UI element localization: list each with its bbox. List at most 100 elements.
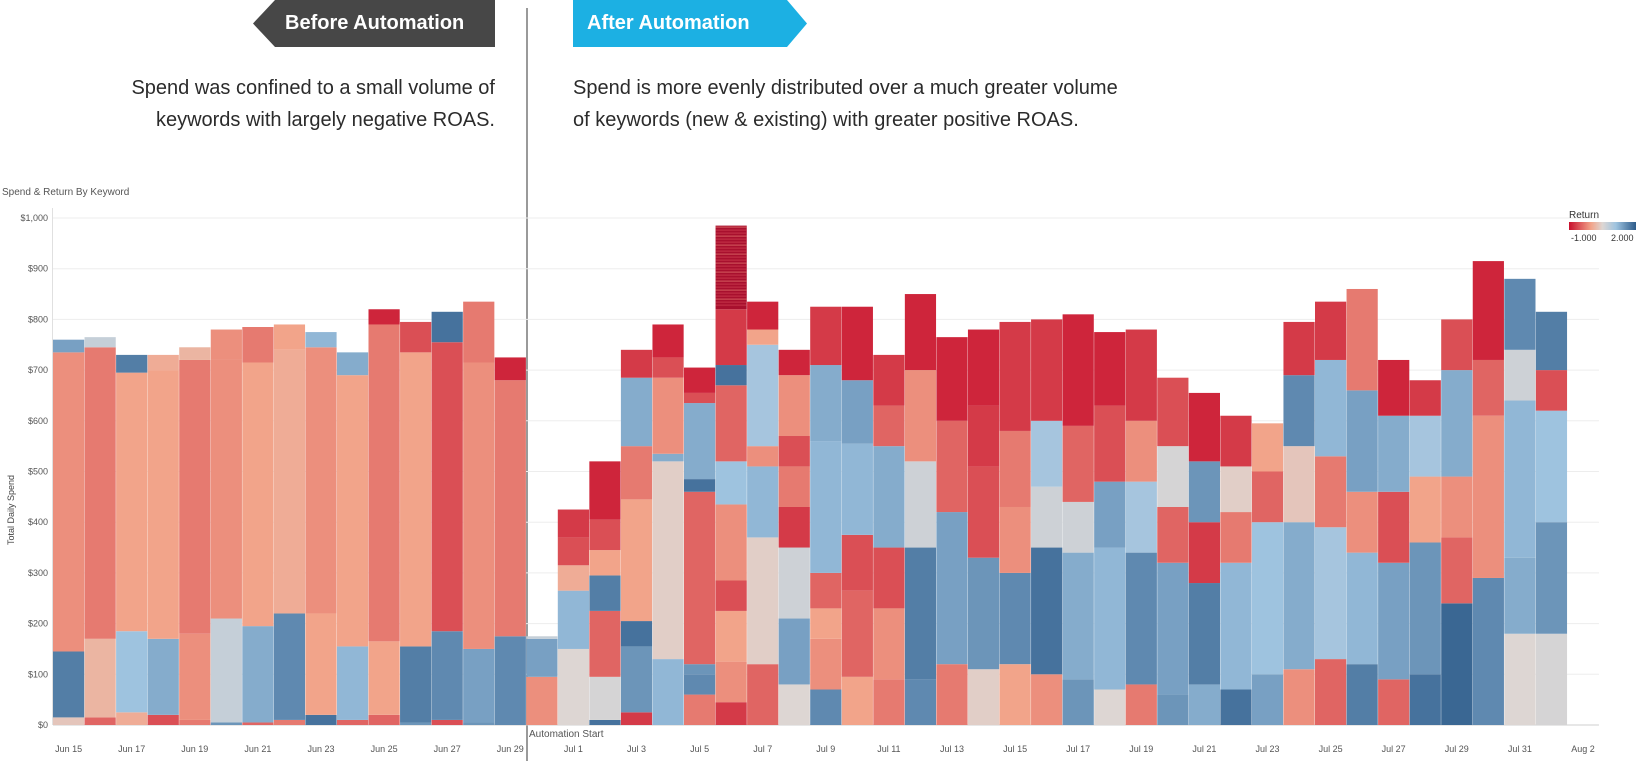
y-tick-label: $900: [28, 264, 48, 274]
stacked-bars: [53, 225, 1568, 725]
bar-stack-jul-24: [1283, 321, 1315, 725]
bar-segment: [747, 301, 779, 330]
bar-segment: [116, 372, 148, 632]
after-description-line-1: Spend is more evenly distributed over a …: [573, 77, 1118, 99]
automation-start-annotation: Automation Start: [529, 729, 604, 740]
bar-segment: [747, 466, 779, 538]
bar-segment: [999, 321, 1031, 431]
bar-segment: [715, 385, 747, 462]
bar-segment: [1188, 684, 1220, 725]
bar-stack-jul-21: [1188, 392, 1220, 725]
bar-segment: [1188, 461, 1220, 523]
bar-segment: [526, 636, 558, 639]
bar-segment: [1472, 359, 1504, 416]
bar-stack-jul-20: [1157, 377, 1189, 725]
x-tick-label: Jul 19: [1129, 744, 1153, 754]
bar-segment: [1062, 425, 1094, 502]
bar-segment: [936, 512, 968, 665]
bar-segment: [810, 689, 842, 725]
before-description: Spend was confined to a small volume of …: [55, 72, 495, 136]
bar-segment: [1409, 380, 1441, 416]
bar-segment: [967, 329, 1000, 406]
bar-stack-jul-13: [936, 337, 968, 725]
bar-segment: [210, 722, 242, 725]
bar-segment: [147, 370, 179, 639]
bar-segment: [873, 446, 905, 548]
bar-stack-jul-10: [841, 306, 873, 725]
bar-segment: [1251, 674, 1284, 725]
bar-segment: [557, 537, 589, 566]
bar-segment: [84, 347, 116, 639]
bar-segment: [620, 446, 653, 500]
bar-segment: [589, 676, 621, 720]
x-tick-label: Jul 23: [1255, 744, 1279, 754]
bar-segment: [1031, 319, 1063, 421]
legend-title: Return: [1569, 210, 1599, 221]
bar-stack-jul-1: [557, 509, 589, 725]
bar-segment: [967, 405, 1000, 467]
after-description-line-2: of keywords (new & existing) with greate…: [573, 109, 1079, 131]
bar-stack-jul-2: [589, 461, 621, 725]
bar-segment: [1094, 332, 1126, 406]
bar-segment: [620, 646, 653, 713]
bar-segment: [1441, 476, 1473, 538]
bar-segment: [84, 337, 116, 348]
y-tick-label: $200: [28, 619, 48, 629]
bar-segment: [904, 547, 937, 680]
x-tick-label: Jul 13: [940, 744, 964, 754]
bar-segment: [904, 294, 937, 371]
bar-segment: [652, 461, 684, 660]
bar-segment: [1094, 689, 1126, 725]
bar-stack-jul-23: [1251, 423, 1284, 725]
bar-stack-jul-29: [1441, 319, 1473, 725]
bar-segment: [810, 608, 842, 639]
bar-segment: [778, 349, 810, 376]
bar-segment: [873, 608, 905, 680]
bar-segment: [1031, 674, 1063, 725]
bar-stack-jul-28: [1409, 380, 1441, 725]
bar-segment: [463, 362, 495, 649]
bar-segment: [1315, 527, 1347, 660]
bar-segment: [494, 357, 526, 381]
bar-segment: [179, 359, 211, 634]
bar-stack-jun-29: [494, 357, 526, 725]
bar-segment: [1283, 669, 1315, 725]
bar-segment: [936, 420, 968, 513]
x-tick-label: Jun 15: [55, 744, 82, 754]
bar-segment: [431, 631, 463, 720]
x-axis: Jun 15 Jun 17 Jun 19 Jun 21 Jun 23 Jun 25 Jun …: [55, 744, 1595, 754]
bar-stack-jul-31: [1504, 278, 1536, 725]
bar-segment: [652, 659, 684, 725]
bar-segment: [684, 664, 716, 675]
bar-segment: [715, 610, 747, 662]
bar-segment: [715, 661, 747, 703]
bar-segment: [841, 380, 873, 444]
bar-segment: [1441, 370, 1473, 477]
bar-segment: [210, 618, 242, 723]
bar-segment: [273, 613, 306, 720]
bar-segment: [210, 359, 242, 619]
bar-segment: [1125, 684, 1157, 725]
bar-segment: [557, 509, 589, 538]
bar-segment: [1346, 491, 1378, 553]
bar-stack-jun-22: [273, 324, 306, 725]
x-tick-label: Jun 21: [244, 744, 271, 754]
bar-segment: [1157, 506, 1189, 563]
bar-segment: [463, 301, 495, 363]
bar-segment: [1409, 415, 1441, 477]
y-axis: $0 $100 $200 $300 $400 $500 $600 $700 $800 $900 $1…: [20, 208, 53, 730]
bar-segment: [810, 306, 842, 366]
bar-segment: [116, 354, 148, 373]
bar-segment: [684, 491, 716, 665]
bar-stack-jun-24: [336, 352, 369, 725]
bar-segment: [1409, 542, 1441, 675]
bar-segment: [747, 446, 779, 467]
y-tick-label: $500: [28, 467, 48, 477]
y-tick-label: $800: [28, 314, 48, 324]
x-tick-label: Jun 27: [434, 744, 461, 754]
bar-segment: [652, 324, 684, 358]
bar-segment: [747, 537, 779, 665]
bar-segment: [1094, 547, 1126, 690]
bar-segment: [999, 664, 1031, 725]
bar-segment: [1283, 522, 1315, 670]
